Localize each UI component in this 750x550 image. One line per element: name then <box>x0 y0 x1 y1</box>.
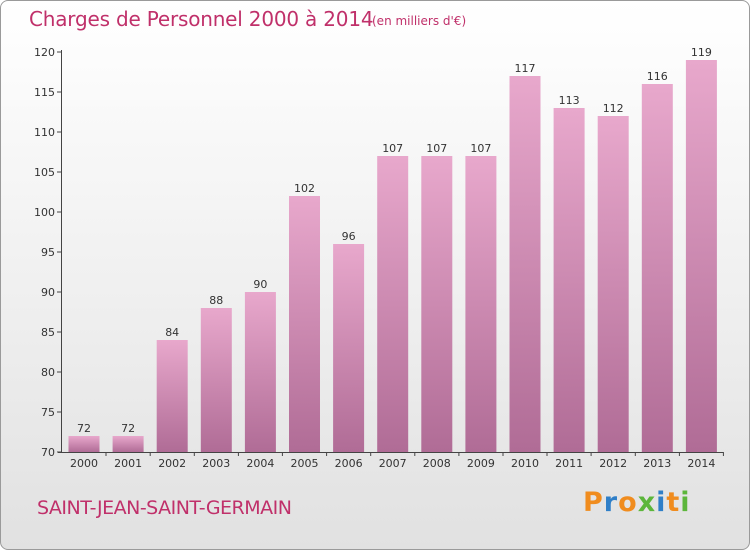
data-label-2002: 84 <box>165 326 179 339</box>
x-tick-label-2008: 2008 <box>423 457 451 470</box>
x-tick-label-2012: 2012 <box>599 457 627 470</box>
x-tick-label-2000: 2000 <box>70 457 98 470</box>
data-label-2003: 88 <box>209 294 223 307</box>
data-label-2010: 117 <box>515 62 536 75</box>
y-tick-label-80: 80 <box>41 366 55 379</box>
y-tick-label-75: 75 <box>41 406 55 419</box>
y-tick-label-85: 85 <box>41 326 55 339</box>
y-tick-label-95: 95 <box>41 246 55 259</box>
logo-letter: i <box>680 487 691 518</box>
logo-letter: o <box>618 487 638 518</box>
logo-letter: x <box>637 487 657 518</box>
bar-2002 <box>156 340 188 452</box>
y-tick-label-115: 115 <box>34 86 55 99</box>
data-label-2000: 72 <box>77 422 91 435</box>
bar-2013 <box>641 84 673 452</box>
data-label-2014: 119 <box>691 46 712 59</box>
x-tick-label-2006: 2006 <box>335 457 363 470</box>
logo-letter: P <box>583 487 604 518</box>
bar-2001 <box>112 436 144 452</box>
data-label-2008: 107 <box>426 142 447 155</box>
x-tick-label-2013: 2013 <box>643 457 671 470</box>
logo-letter: r <box>603 487 619 518</box>
bar-2014 <box>685 60 717 452</box>
logo-letter: t <box>666 487 681 518</box>
x-tick-label-2014: 2014 <box>687 457 715 470</box>
bar-2008 <box>421 156 453 452</box>
y-tick-label-120: 120 <box>34 46 55 59</box>
x-tick-label-2010: 2010 <box>511 457 539 470</box>
bar-2010 <box>509 76 541 452</box>
x-tick-label-2001: 2001 <box>114 457 142 470</box>
x-tick-label-2005: 2005 <box>291 457 319 470</box>
x-tick-label-2009: 2009 <box>467 457 495 470</box>
x-tick-label-2007: 2007 <box>379 457 407 470</box>
y-tick-label-100: 100 <box>34 206 55 219</box>
x-tick-label-2002: 2002 <box>158 457 186 470</box>
data-label-2013: 116 <box>647 70 668 83</box>
data-label-2009: 107 <box>470 142 491 155</box>
y-tick-label-70: 70 <box>41 446 55 459</box>
bar-2003 <box>200 308 232 452</box>
data-label-2012: 112 <box>603 102 624 115</box>
y-tick-label-90: 90 <box>41 286 55 299</box>
chart-subtitle: (en milliers d'€) <box>372 14 467 28</box>
location-name: SAINT-JEAN-SAINT-GERMAIN <box>37 497 292 519</box>
bar-2012 <box>597 116 629 452</box>
bar-2009 <box>465 156 497 452</box>
logo-letter: i <box>656 487 667 518</box>
x-tick-label-2004: 2004 <box>246 457 274 470</box>
chart-title: Charges de Personnel 2000 à 2014 <box>29 7 374 31</box>
bar-2000 <box>68 436 100 452</box>
x-tick-label-2011: 2011 <box>555 457 583 470</box>
data-label-2004: 90 <box>253 278 267 291</box>
data-label-2005: 102 <box>294 182 315 195</box>
data-label-2001: 72 <box>121 422 135 435</box>
y-tick-label-110: 110 <box>34 126 55 139</box>
bar-2011 <box>553 108 585 452</box>
x-tick-label-2003: 2003 <box>202 457 230 470</box>
bar-2005 <box>289 196 320 452</box>
bar-2006 <box>333 244 365 452</box>
bar-2007 <box>377 156 409 452</box>
bar-2004 <box>244 292 276 452</box>
data-label-2011: 113 <box>559 94 580 107</box>
data-label-2007: 107 <box>382 142 403 155</box>
data-label-2006: 96 <box>342 230 356 243</box>
y-tick-label-105: 105 <box>34 166 55 179</box>
proxiti-logo: Proxiti <box>583 487 691 518</box>
